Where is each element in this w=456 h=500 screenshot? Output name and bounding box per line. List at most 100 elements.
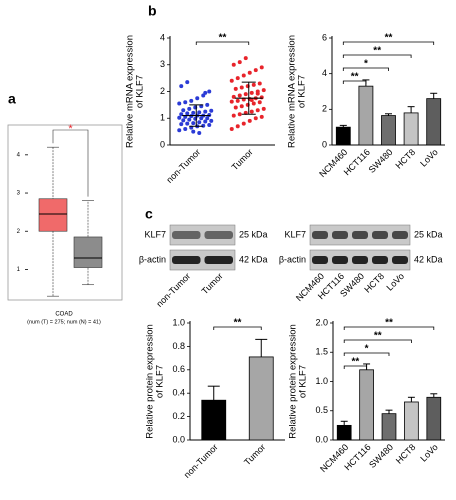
y-tick-label: 0.0 bbox=[172, 434, 185, 444]
x-tick-label: HCT8 bbox=[394, 442, 418, 466]
blot-band bbox=[172, 256, 201, 264]
data-point bbox=[249, 98, 254, 103]
data-point bbox=[181, 118, 186, 123]
significance-bracket bbox=[195, 41, 250, 45]
x-tick-label: SW480 bbox=[367, 442, 395, 470]
data-point bbox=[197, 110, 202, 115]
significance-label: ** bbox=[234, 318, 242, 329]
blot-band bbox=[352, 231, 368, 239]
data-point bbox=[177, 128, 182, 133]
x-tick-label: SW480 bbox=[367, 147, 395, 175]
significance-label: ** bbox=[373, 46, 381, 57]
y-tick-label: 1.5 bbox=[315, 347, 328, 357]
data-point bbox=[187, 106, 192, 111]
blot-band bbox=[204, 256, 233, 264]
data-point bbox=[203, 90, 208, 95]
bar bbox=[381, 115, 396, 146]
blot-size-label: 42 kDa bbox=[414, 254, 443, 264]
data-point bbox=[181, 108, 186, 113]
data-point bbox=[209, 108, 214, 113]
significance-bracket bbox=[342, 54, 412, 58]
panel-label: c bbox=[145, 206, 153, 222]
bar bbox=[381, 413, 397, 441]
data-point bbox=[257, 100, 262, 105]
y-axis-label: of KLF7 bbox=[135, 75, 146, 108]
data-point bbox=[239, 85, 244, 90]
data-point bbox=[177, 101, 182, 106]
y-tick-label: 3 bbox=[160, 59, 165, 69]
data-point bbox=[253, 68, 258, 73]
blot-band bbox=[352, 256, 368, 264]
significance-label: ** bbox=[374, 331, 382, 342]
data-point bbox=[249, 109, 254, 114]
y-tick-label: 0.8 bbox=[172, 341, 185, 351]
y-tick-label: 3 bbox=[17, 191, 21, 197]
data-point bbox=[197, 130, 202, 135]
x-tick-label: Tumor bbox=[230, 147, 255, 172]
data-point bbox=[177, 115, 182, 120]
x-tick-label: non-Tumor bbox=[182, 442, 220, 480]
blot-band bbox=[172, 231, 201, 239]
data-point bbox=[185, 121, 190, 126]
data-point bbox=[185, 80, 190, 85]
data-point bbox=[247, 70, 252, 75]
bar bbox=[201, 399, 227, 441]
x-tick-label: LoVo bbox=[418, 147, 440, 169]
data-point bbox=[241, 121, 246, 126]
significance-bracket bbox=[213, 326, 262, 330]
blot-band bbox=[332, 256, 348, 264]
blot-lane-label: HCT8 bbox=[362, 271, 386, 295]
box bbox=[73, 236, 103, 268]
data-point bbox=[231, 62, 236, 67]
y-tick-label: 4 bbox=[160, 32, 165, 42]
data-point bbox=[237, 93, 242, 98]
y-tick-label: 4 bbox=[17, 152, 21, 158]
y-tick-label: 0 bbox=[160, 139, 165, 149]
y-axis-label: Relative mRNA expression bbox=[125, 35, 136, 148]
y-tick-label: 2.0 bbox=[315, 317, 328, 327]
significance-label: ** bbox=[385, 318, 393, 329]
y-tick-label: 0.0 bbox=[315, 434, 328, 444]
significance-label: ** bbox=[385, 33, 393, 44]
data-point bbox=[203, 119, 208, 124]
data-point bbox=[235, 76, 240, 81]
y-axis-label: of KLF7 bbox=[297, 75, 308, 108]
data-point bbox=[259, 114, 264, 119]
significance-bracket bbox=[342, 67, 389, 71]
data-point bbox=[185, 111, 190, 116]
blot-strip bbox=[169, 224, 236, 246]
x-tick-label: non-Tumor bbox=[164, 147, 202, 185]
x-tick-label: HCT8 bbox=[393, 147, 417, 171]
data-point bbox=[261, 106, 266, 111]
data-point bbox=[229, 126, 234, 131]
data-point bbox=[187, 117, 192, 122]
significance-label: * bbox=[365, 344, 369, 355]
y-tick-label: 1 bbox=[160, 113, 165, 123]
blot-lane-label: LoVo bbox=[385, 271, 407, 293]
y-tick-label: 0.5 bbox=[315, 405, 328, 415]
data-point bbox=[179, 122, 184, 127]
y-tick-label: 0 bbox=[322, 139, 327, 149]
data-point bbox=[249, 90, 254, 95]
data-point bbox=[207, 122, 212, 127]
y-tick-label: 6 bbox=[322, 32, 327, 42]
blot-size-label: 25 kDa bbox=[414, 229, 443, 239]
significance-bracket bbox=[342, 41, 435, 45]
significance-bracket bbox=[343, 326, 435, 330]
y-tick-label: 0.4 bbox=[172, 388, 185, 398]
y-tick-label: 1 bbox=[17, 267, 21, 273]
panel-label: a bbox=[8, 91, 16, 107]
blot-row-label: β-actin bbox=[139, 254, 166, 264]
data-point bbox=[209, 118, 214, 123]
data-point bbox=[233, 86, 238, 91]
y-tick-label: 0.6 bbox=[172, 364, 185, 374]
blot-lane-label: Tumor bbox=[200, 271, 225, 296]
data-point bbox=[205, 102, 210, 107]
data-point bbox=[183, 100, 188, 105]
y-axis-label: Relative protein expression bbox=[288, 324, 299, 439]
data-point bbox=[251, 82, 256, 87]
blot-band bbox=[332, 231, 348, 239]
data-point bbox=[231, 113, 236, 118]
data-point bbox=[229, 99, 234, 104]
data-point bbox=[235, 124, 240, 129]
